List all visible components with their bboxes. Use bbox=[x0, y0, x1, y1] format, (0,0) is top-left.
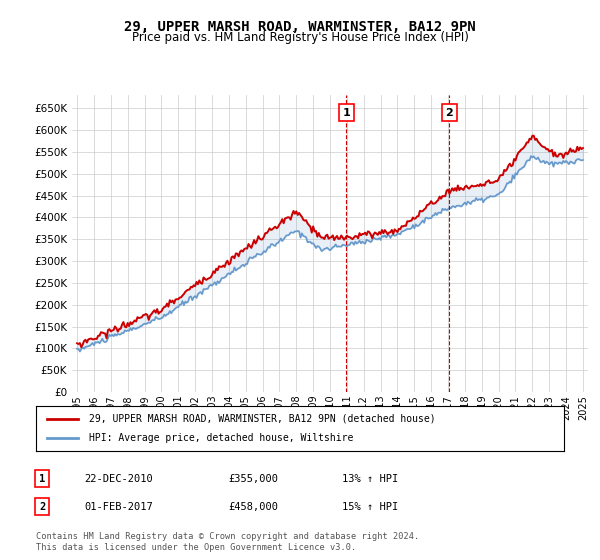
Text: 15% ↑ HPI: 15% ↑ HPI bbox=[342, 502, 398, 512]
Text: 01-FEB-2017: 01-FEB-2017 bbox=[84, 502, 153, 512]
Text: £355,000: £355,000 bbox=[228, 474, 278, 484]
Text: £458,000: £458,000 bbox=[228, 502, 278, 512]
Text: 29, UPPER MARSH ROAD, WARMINSTER, BA12 9PN: 29, UPPER MARSH ROAD, WARMINSTER, BA12 9… bbox=[124, 20, 476, 34]
Text: 1: 1 bbox=[39, 474, 45, 484]
Text: Contains HM Land Registry data © Crown copyright and database right 2024.
This d: Contains HM Land Registry data © Crown c… bbox=[36, 532, 419, 552]
Text: 1: 1 bbox=[343, 108, 350, 118]
Text: 2: 2 bbox=[39, 502, 45, 512]
Text: 2: 2 bbox=[446, 108, 453, 118]
Text: 13% ↑ HPI: 13% ↑ HPI bbox=[342, 474, 398, 484]
Text: 29, UPPER MARSH ROAD, WARMINSTER, BA12 9PN (detached house): 29, UPPER MARSH ROAD, WARMINSTER, BA12 9… bbox=[89, 413, 436, 423]
Text: 22-DEC-2010: 22-DEC-2010 bbox=[84, 474, 153, 484]
Text: HPI: Average price, detached house, Wiltshire: HPI: Average price, detached house, Wilt… bbox=[89, 433, 353, 444]
Text: Price paid vs. HM Land Registry's House Price Index (HPI): Price paid vs. HM Land Registry's House … bbox=[131, 31, 469, 44]
